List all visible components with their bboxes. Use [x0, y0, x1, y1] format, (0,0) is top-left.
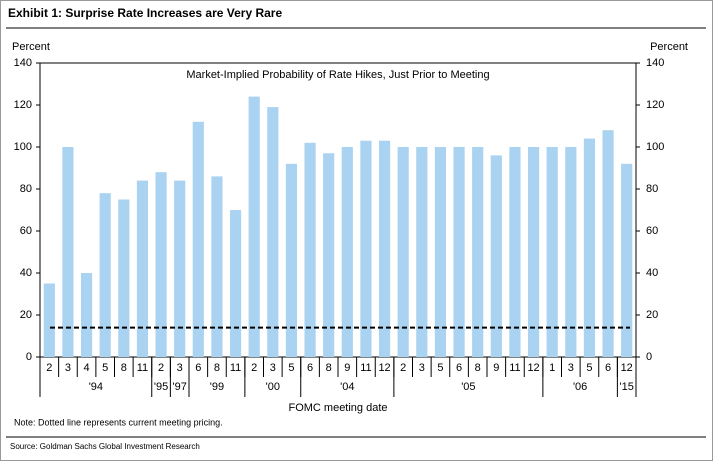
y2-tick-label: 100 [646, 141, 664, 153]
bar [62, 147, 74, 357]
x-tick-label: 8 [475, 362, 481, 374]
bar [546, 147, 558, 357]
y-tick-label: 120 [14, 99, 32, 111]
x-group-label: '15 [620, 381, 634, 393]
y2-tick-label: 20 [646, 309, 658, 321]
bar [248, 96, 260, 357]
x-tick-label: 5 [586, 362, 592, 374]
bar [99, 193, 111, 357]
y2-tick-label: 40 [646, 267, 658, 279]
bar [211, 176, 223, 357]
x-group-label: '94 [89, 381, 103, 393]
bar [155, 172, 167, 357]
y2-axis-label: Percent [650, 41, 688, 53]
x-tick-label: 11 [360, 362, 371, 374]
x-tick-label: 3 [65, 362, 71, 374]
x-tick-label: 3 [177, 362, 183, 374]
x-tick-label: 3 [419, 362, 425, 374]
y2-tick-label: 60 [646, 225, 658, 237]
bar [583, 138, 596, 357]
bar [174, 180, 186, 357]
x-group-label: '05 [461, 381, 475, 393]
x-tick-label: 6 [456, 362, 462, 374]
bar [378, 140, 391, 357]
x-group-label: '97 [173, 381, 187, 393]
bar [118, 199, 130, 357]
x-tick-label: 2 [158, 362, 164, 374]
subtitle: Market-Implied Probability of Rate Hikes… [186, 69, 489, 81]
y-tick-label: 100 [14, 141, 32, 153]
x-tick-label: 8 [121, 362, 127, 374]
x-tick-label: 2 [400, 362, 406, 374]
x-group-label: '99 [210, 381, 224, 393]
y-tick-label: 20 [20, 309, 32, 321]
x-tick-label: 12 [378, 362, 390, 374]
y-tick-label: 80 [20, 183, 32, 195]
source: Source: Goldman Sachs Global Investment … [10, 442, 200, 451]
y-tick-label: 40 [20, 267, 32, 279]
bar [416, 147, 428, 357]
x-tick-label: 2 [251, 362, 257, 374]
chart-title: Exhibit 1: Surprise Rate Increases are V… [8, 6, 282, 20]
x-tick-label: 5 [102, 362, 108, 374]
x-tick-label: 8 [326, 362, 332, 374]
bar [192, 121, 204, 357]
bar [509, 147, 521, 357]
x-tick-label: 8 [214, 362, 220, 374]
bar [360, 140, 372, 357]
x-tick-label: 4 [84, 362, 90, 374]
x-tick-label: 11 [230, 362, 241, 374]
bar [43, 283, 55, 357]
bar [434, 147, 447, 357]
x-tick-label: 1 [549, 362, 555, 374]
x-tick-label: 9 [493, 362, 499, 374]
y2-tick-label: 140 [646, 57, 664, 69]
x-tick-label: 11 [137, 362, 148, 374]
bar [80, 273, 93, 357]
x-tick-label: 12 [527, 362, 539, 374]
x-tick-label: 5 [288, 362, 294, 374]
bar [565, 147, 577, 357]
x-tick-label: 9 [344, 362, 350, 374]
y2-tick-label: 80 [646, 183, 658, 195]
y-tick-label: 140 [14, 57, 32, 69]
x-tick-label: 11 [509, 362, 520, 374]
x-group-label: '06 [573, 381, 587, 393]
bar [304, 142, 316, 357]
bar [267, 107, 279, 357]
y-tick-label: 60 [20, 225, 32, 237]
bar [323, 153, 335, 357]
x-tick-label: 3 [270, 362, 276, 374]
x-tick-label: 12 [621, 362, 633, 374]
y-tick-label: 0 [26, 351, 32, 363]
x-tick-label: 5 [437, 362, 443, 374]
bar [397, 147, 409, 357]
x-tick-label: 2 [46, 362, 52, 374]
y2-tick-label: 0 [646, 351, 652, 363]
bar [527, 147, 540, 357]
x-group-label: '00 [266, 381, 280, 393]
bar [621, 163, 633, 357]
x-tick-label: 6 [605, 362, 611, 374]
bar [490, 155, 502, 357]
x-tick-label: 6 [307, 362, 313, 374]
x-group-label: '95 [154, 381, 168, 393]
bar [341, 147, 353, 357]
x-axis-label: FOMC meeting date [288, 402, 387, 414]
y2-tick-label: 120 [646, 99, 664, 111]
bar [229, 210, 242, 357]
y-axis-label: Percent [12, 41, 50, 53]
bar [285, 163, 298, 357]
bar [136, 180, 149, 357]
bar [602, 130, 614, 357]
note: Note: Dotted line represents current mee… [14, 417, 223, 427]
x-group-label: '04 [340, 381, 354, 393]
x-tick-label: 3 [568, 362, 574, 374]
bar [472, 147, 484, 357]
bar [453, 147, 465, 357]
x-tick-label: 6 [195, 362, 201, 374]
